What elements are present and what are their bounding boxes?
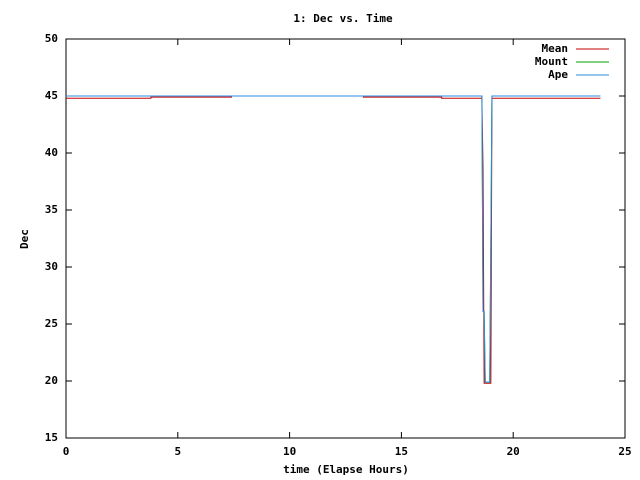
y-axis-label: Dec bbox=[18, 229, 31, 249]
series-line bbox=[66, 95, 601, 384]
series-line bbox=[66, 95, 601, 383]
x-tick-label: 0 bbox=[63, 445, 70, 458]
y-tick-label: 25 bbox=[45, 317, 58, 330]
legend-label: Ape bbox=[548, 68, 568, 81]
x-tick-label: 15 bbox=[395, 445, 408, 458]
x-tick-label: 20 bbox=[507, 445, 520, 458]
x-tick-label: 10 bbox=[283, 445, 296, 458]
x-tick-label: 5 bbox=[174, 445, 181, 458]
y-tick-label: 40 bbox=[45, 146, 58, 159]
legend-label: Mount bbox=[535, 55, 568, 68]
y-tick-label: 15 bbox=[45, 431, 58, 444]
x-axis-label: time (Elapse Hours) bbox=[283, 463, 409, 476]
y-tick-label: 45 bbox=[45, 89, 58, 102]
y-tick-label: 50 bbox=[45, 32, 58, 45]
legend-label: Mean bbox=[542, 42, 569, 55]
plot-frame bbox=[65, 38, 626, 439]
y-tick-label: 30 bbox=[45, 260, 58, 273]
chart-title: 1: Dec vs. Time bbox=[293, 12, 393, 25]
y-tick-label: 20 bbox=[45, 374, 58, 387]
y-tick-label: 35 bbox=[45, 203, 58, 216]
x-tick-label: 25 bbox=[618, 445, 631, 458]
